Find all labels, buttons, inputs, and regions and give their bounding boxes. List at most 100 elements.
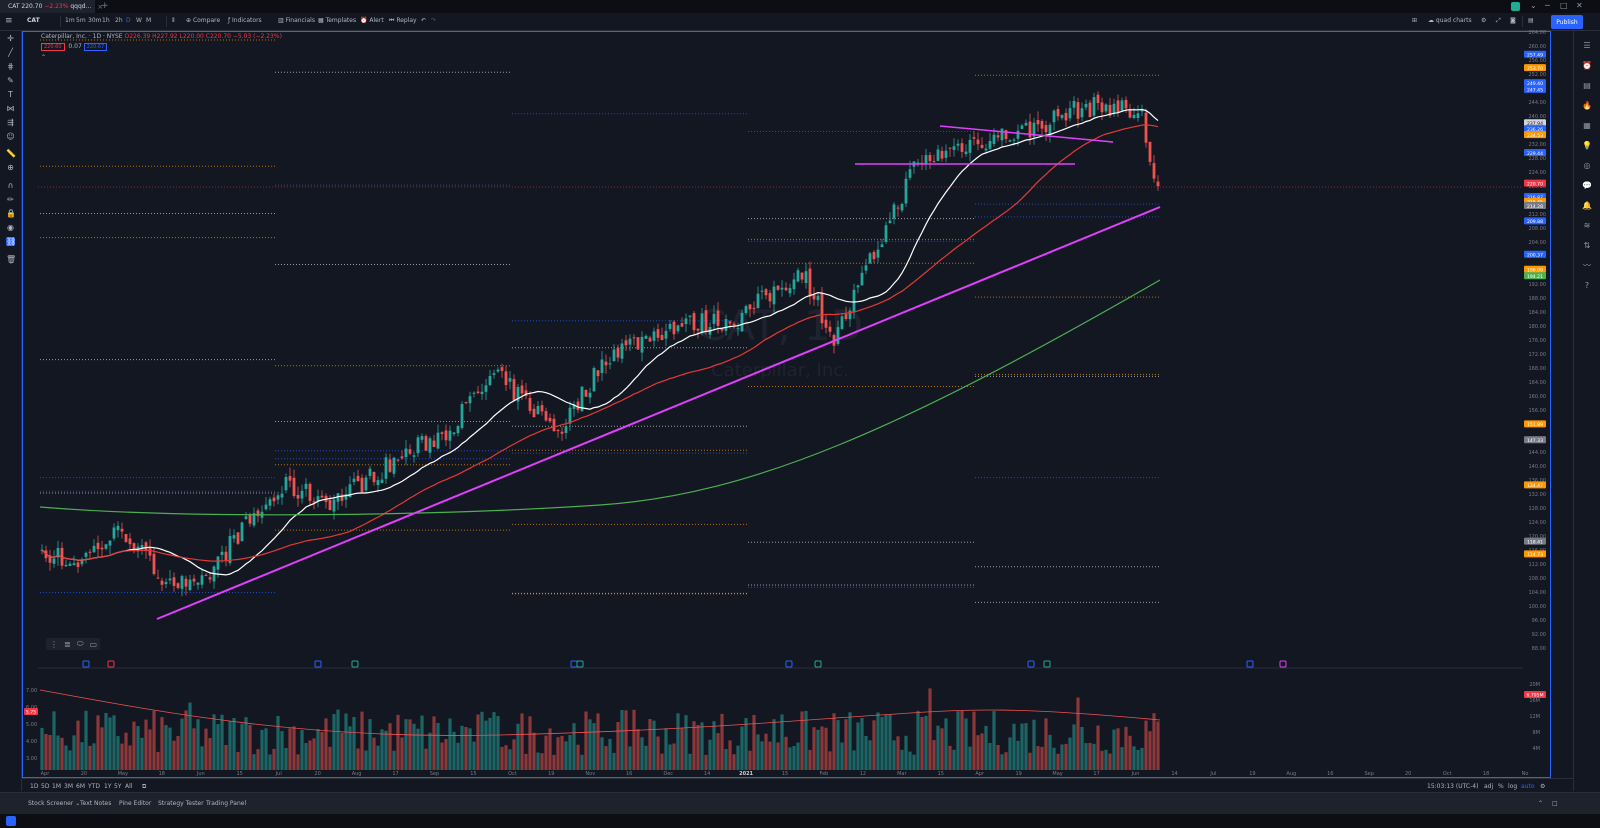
- alert-button[interactable]: ⏰ Alert: [360, 17, 384, 24]
- range-ytd[interactable]: YTD: [88, 783, 100, 790]
- bar-style-icon[interactable]: ⫴: [172, 17, 175, 24]
- range-5d[interactable]: 5D: [41, 783, 50, 790]
- trash-icon[interactable]: 🗑: [6, 255, 17, 264]
- axis-settings-icon[interactable]: ⚙: [1540, 783, 1546, 790]
- help-icon[interactable]: ?: [1584, 281, 1590, 290]
- drag-handle-icon[interactable]: ⋮: [50, 639, 58, 649]
- interval-5m[interactable]: 5m: [76, 17, 86, 24]
- range-6m[interactable]: 6M: [76, 783, 85, 790]
- publish-button[interactable]: Publish: [1551, 15, 1583, 29]
- log-toggle[interactable]: log: [1508, 783, 1518, 790]
- ask-price[interactable]: 220.67: [83, 43, 108, 51]
- data-window-icon[interactable]: ▤: [1583, 81, 1591, 90]
- eye-icon[interactable]: ◉: [7, 223, 14, 232]
- prediction-icon[interactable]: ⇶: [7, 118, 14, 127]
- redo-icon[interactable]: ↷: [431, 17, 437, 24]
- interval-1h[interactable]: 1h: [102, 17, 110, 24]
- time-axis[interactable]: Apr 20 May 18 Jun 15 Jul 20 Aug 17 Sep 15 Oct 19 Nov 16…: [41, 771, 1529, 777]
- financials-button[interactable]: ▥ Financials: [278, 17, 315, 24]
- zoom-icon[interactable]: ⊕: [7, 163, 14, 172]
- alerts-icon[interactable]: ⏰: [1582, 61, 1592, 70]
- goto-date-icon[interactable]: ⧉: [142, 783, 147, 790]
- lock-icon[interactable]: 🔒: [6, 209, 16, 218]
- adj-toggle[interactable]: adj: [1484, 783, 1494, 790]
- templates-button[interactable]: ▦ Templates: [318, 17, 357, 24]
- dom-icon[interactable]: ≋: [1583, 221, 1591, 230]
- start-icon[interactable]: [6, 816, 16, 826]
- pattern-icon[interactable]: ⋈: [6, 104, 15, 113]
- trend-lines[interactable]: [156, 125, 1161, 620]
- range-5y[interactable]: 5Y: [114, 783, 122, 790]
- rectangle-icon[interactable]: ▭: [89, 639, 98, 649]
- price-axis[interactable]: 264.00260.00256.00252.00248.00244.00240.…: [1524, 30, 1546, 652]
- stay-in-drawing-icon[interactable]: ✏: [7, 195, 14, 204]
- pulse-icon[interactable]: 〰: [1583, 261, 1591, 270]
- magnet-icon[interactable]: ∩: [7, 181, 14, 190]
- interval-d[interactable]: D: [126, 17, 131, 24]
- layout-name[interactable]: ☁ quad charts: [1428, 17, 1472, 24]
- tab-strategy-tester[interactable]: Strategy Tester: [158, 800, 204, 807]
- tab-stock-screener[interactable]: Stock Screener ⌄: [28, 800, 81, 807]
- order-panel-icon[interactable]: ⇅: [1583, 241, 1591, 250]
- text-icon[interactable]: T: [8, 90, 13, 99]
- event-markers[interactable]: [82, 660, 1287, 668]
- browser-tab[interactable]: CAT 220.70 −2.23% qqqd... ×: [0, 0, 103, 13]
- price-chart[interactable]: CAT, 1D Caterpillar, Inc. 264.00 260.00 25…: [0, 0, 1573, 778]
- range-1d[interactable]: 1D: [30, 783, 39, 790]
- crosshair-icon[interactable]: ✛: [7, 34, 14, 43]
- new-tab-icon[interactable]: +: [101, 1, 109, 11]
- menu-icon[interactable]: ≡: [5, 16, 13, 26]
- volume-axis[interactable]: 20M16M12M8M4M6.795M7.006.005.004.003.005…: [24, 682, 1546, 762]
- brush-icon[interactable]: ✎: [7, 76, 14, 85]
- settings-gear-icon[interactable]: ⚙: [1481, 17, 1487, 24]
- link-icon[interactable]: ⛓: [6, 237, 17, 246]
- ruler-icon[interactable]: 📏: [6, 149, 16, 158]
- range-1m[interactable]: 1M: [52, 783, 61, 790]
- compare-button[interactable]: ⊕ Compare: [186, 17, 221, 24]
- interval-w[interactable]: W: [136, 17, 142, 24]
- ideas-icon[interactable]: 💡: [1582, 141, 1592, 150]
- replay-button[interactable]: ⏮ Replay: [389, 17, 417, 24]
- ellipse-icon[interactable]: ⬭: [76, 639, 84, 648]
- tab-text-notes[interactable]: Text Notes: [80, 800, 112, 807]
- trend-line-icon[interactable]: ╱: [8, 48, 13, 57]
- icons-icon[interactable]: ☺: [6, 132, 15, 141]
- range-1y[interactable]: 1Y: [104, 783, 112, 790]
- interval-2h[interactable]: 2h: [115, 17, 123, 24]
- notifications-icon[interactable]: 🔔: [1582, 201, 1592, 210]
- window-close-icon[interactable]: ✕: [1576, 1, 1583, 10]
- range-3m[interactable]: 3M: [64, 783, 73, 790]
- fullscreen-icon[interactable]: ⤢: [1496, 17, 1501, 24]
- tab-pine-editor[interactable]: Pine Editor: [119, 800, 152, 807]
- symbol-title[interactable]: Caterpillar, Inc. · 1D · NYSE: [41, 33, 123, 40]
- auto-toggle[interactable]: auto: [1521, 783, 1535, 790]
- minimize-icon[interactable]: ─: [1545, 1, 1550, 10]
- close-tab-icon[interactable]: ×: [97, 2, 104, 11]
- interval-1m[interactable]: 1m: [65, 17, 75, 24]
- percent-toggle[interactable]: %: [1498, 783, 1504, 790]
- chevron-down-icon[interactable]: ⌄: [1530, 1, 1537, 10]
- layout-grid-icon[interactable]: ⊞: [1412, 17, 1418, 24]
- interval-m[interactable]: M: [146, 17, 152, 24]
- collapse-legend-icon[interactable]: ⌃: [41, 54, 47, 61]
- clock-time[interactable]: 15:03:13 (UTC-4): [1427, 783, 1479, 790]
- interval-30m[interactable]: 30m: [88, 17, 102, 24]
- bid-price[interactable]: 220.60: [41, 43, 65, 51]
- range-all[interactable]: All: [125, 783, 133, 790]
- fib-retracement-icon[interactable]: ⋕: [7, 62, 14, 71]
- pine-icon[interactable]: ≣: [64, 639, 71, 649]
- maximize-icon[interactable]: □: [1560, 1, 1568, 10]
- chats-icon[interactable]: 💬: [1582, 181, 1592, 190]
- collapse-panel-icon[interactable]: ⌃: [1538, 800, 1544, 807]
- watchlist-icon[interactable]: ☰: [1583, 41, 1591, 50]
- symbol-search[interactable]: CAT: [27, 17, 40, 24]
- layout-icon[interactable]: ▤: [1528, 17, 1534, 24]
- streams-icon[interactable]: ◎: [1583, 161, 1591, 170]
- maximize-panel-icon[interactable]: □: [1552, 800, 1558, 807]
- camera-icon[interactable]: ◙: [1510, 17, 1516, 24]
- calendar-icon[interactable]: ▦: [1583, 121, 1591, 130]
- indicators-button[interactable]: ƒ Indicators: [228, 17, 262, 24]
- hotlists-icon[interactable]: 🔥: [1582, 101, 1592, 110]
- tab-trading-panel[interactable]: Trading Panel: [206, 800, 247, 807]
- account-badge-icon[interactable]: [1511, 2, 1520, 11]
